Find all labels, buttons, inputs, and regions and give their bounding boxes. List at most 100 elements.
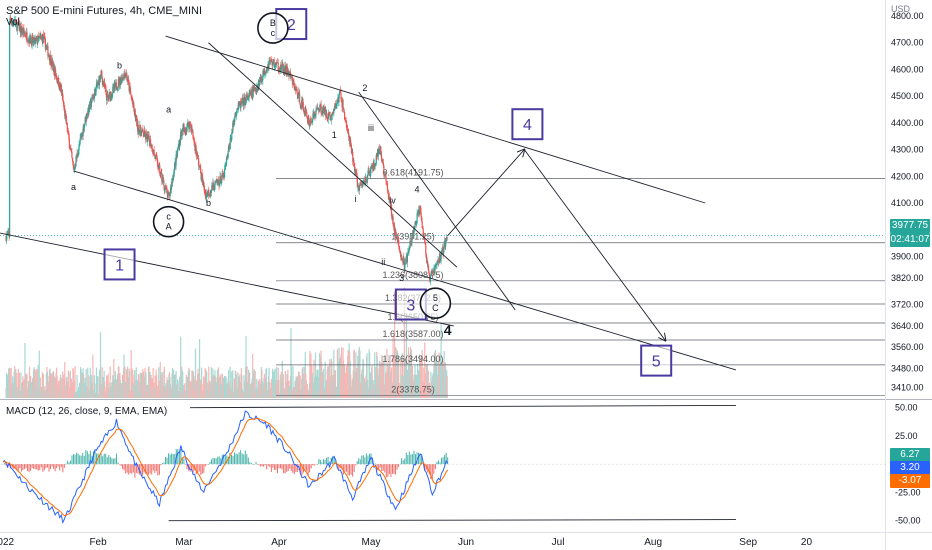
candle-body [318,108,321,112]
candle-body [56,79,58,81]
macd-histogram-bar [324,459,326,465]
macd-histogram-bar [129,464,131,473]
candle-body [393,224,395,227]
candle-body [203,184,205,191]
macd-histogram-bar [419,453,421,465]
volume-bar [151,378,153,398]
macd-histogram-bar [269,464,271,468]
candle-body [6,233,9,235]
candle-body [293,82,295,87]
volume-bar [126,366,129,398]
candle-body [99,74,102,80]
volume-bar [136,380,138,398]
volume-bar [382,362,385,398]
macd-histogram-bar [57,464,59,467]
volume-bar [22,376,24,398]
macd-histogram-bar [352,464,354,477]
candle-body [263,68,266,76]
macd-histogram-bar [88,453,90,465]
macd-tick-label: 25.00 [895,431,918,441]
volume-bar [366,353,368,398]
candle-body [403,257,405,262]
volume-bar [16,387,18,398]
macd-histogram-bar [414,454,416,465]
candle-body [63,106,65,109]
macd-histogram-bar [2,464,4,465]
volume-bar [24,342,26,398]
candle-body [331,112,333,116]
candle-body [43,36,45,40]
candle-body [315,109,317,115]
wave-circle-label: c [271,28,276,38]
volume-bar [98,369,101,398]
volume-bar [432,373,434,398]
macd-histogram-bar [421,455,423,465]
candle-body [217,180,220,183]
candle-body [343,112,346,120]
macd-histogram-bar [191,464,193,470]
volume-bar [284,370,286,398]
candle-body [89,101,91,110]
volume-bar [334,370,337,398]
candle-body [409,241,411,249]
macd-histogram-bar [278,464,280,469]
candle-body [169,193,171,196]
volume-bar [340,347,343,398]
candle-body [355,170,357,173]
macd-histogram-bar [344,464,346,472]
candle-body [398,246,400,249]
candle-body [231,132,233,140]
volume-bar [233,378,235,398]
wave-circle-label: A [166,222,172,232]
candle-body [296,89,298,94]
volume-bar [222,377,225,398]
candle-body [186,127,188,131]
macd-histogram-bar [227,456,229,465]
candle-body [11,23,13,25]
candle-body [71,151,73,158]
volume-bar [70,379,73,398]
candle-body [149,139,152,146]
candle-body [247,98,249,100]
volume-bar [359,350,361,398]
candle-body [157,160,159,168]
candle-body [180,131,182,141]
candle-body [231,132,233,134]
candle-body [66,123,68,133]
macd-histogram-bar [445,452,447,465]
candle-body [407,252,409,255]
candle-body [262,71,264,80]
price-candles[interactable] [0,13,885,286]
macd-pane[interactable] [0,404,885,525]
macd-histogram-bar [286,464,288,472]
macd-histogram-bar [327,456,329,465]
volume-bar [337,361,339,398]
macd-histogram-bar [86,451,88,465]
candle-body [436,261,438,264]
candle-body [107,95,109,97]
macd-histogram-bar [119,464,121,465]
volume-bar [405,316,407,398]
volume-bar [290,328,292,398]
price-tick-label: 3480.00 [891,364,924,374]
candle-body [256,87,258,93]
candle-body [312,113,314,119]
candle-body [390,205,393,217]
candle-body [193,139,195,142]
macd-trend-line [190,404,736,409]
macd-histogram-bar [301,464,303,476]
macd-histogram-bar [292,464,294,473]
time-axis[interactable]: 2022 Feb Mar Apr May Jun Jul Aug Sep 20 [0,537,812,548]
candle-body [126,75,128,82]
macd-histogram-bar [252,464,254,465]
volume-bar [443,351,445,398]
volume-bar [253,369,255,398]
wave-label: a [71,182,76,192]
macd-histogram-bar [169,454,171,465]
macd-histogram-bar [413,450,415,465]
macd-histogram-bar [382,464,384,471]
macd-histogram-bar [209,462,211,465]
volume-bar [135,367,137,398]
candle-body [156,156,158,158]
